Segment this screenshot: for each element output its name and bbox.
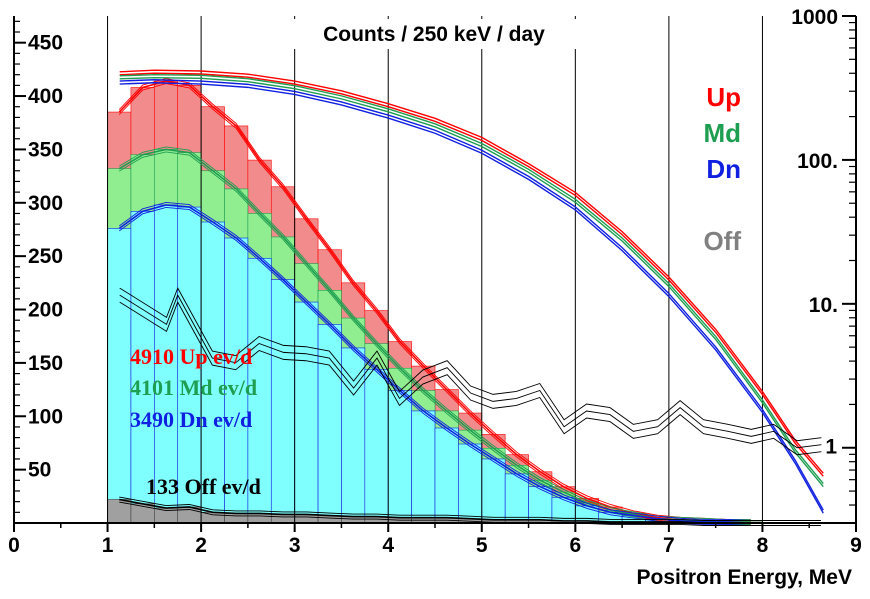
x-tick-label-4: 4	[382, 534, 394, 557]
legend-up: Up	[706, 82, 741, 112]
y2-tick-label-100: 100.	[797, 150, 838, 173]
bar-dn-11	[364, 368, 389, 524]
ratio-dn-line-1	[119, 82, 824, 514]
chart-text: 0 1 2 3 4 5 6 7 8 9 50 100 150 200 250 300 350 400 450 1 10.…	[8, 6, 862, 589]
legend-dn: Dn	[706, 154, 741, 184]
y-tick-label-250: 250	[28, 245, 63, 268]
legend-md: Md	[703, 118, 741, 148]
series-off-line-band-2	[119, 501, 821, 526]
rate-annotation-1: 4101 Md ev/d	[130, 375, 257, 400]
bar-dn-10	[341, 347, 366, 524]
ratio-md-line-0	[119, 73, 824, 485]
bar-off-4	[200, 512, 225, 524]
y2-tick-label-10: 10.	[809, 294, 838, 317]
y-tick-label-50: 50	[28, 459, 51, 482]
y-tick-label-300: 300	[28, 192, 63, 215]
bar-dn-7	[270, 279, 295, 524]
y-tick-label-400: 400	[28, 85, 63, 108]
ratio-off-line-1	[119, 294, 822, 449]
series-dn-line-band-0	[118, 201, 751, 521]
x-tick-label-9: 9	[850, 534, 862, 557]
y-tick-label-350: 350	[28, 138, 63, 161]
x-tick-label-7: 7	[663, 534, 675, 557]
series-up-line-band-2	[118, 83, 751, 525]
bar-dn-19	[551, 497, 576, 524]
series-up-line-band-0	[118, 78, 751, 520]
bar-dn-0	[107, 228, 132, 524]
x-tick-label-1: 1	[102, 534, 114, 557]
ratio-up-line-1	[119, 72, 824, 477]
bar-dn-8	[294, 301, 319, 524]
y-tick-label-100: 100	[28, 405, 63, 428]
series-off-line-band-0	[119, 496, 821, 521]
bar-dn-16	[481, 458, 506, 524]
ratio-curves	[118, 69, 824, 526]
rate-annotation-2: 3490 Dn ev/d	[130, 407, 252, 432]
bar-off-8	[294, 514, 319, 524]
chart-title: Counts / 250 keV / day	[323, 23, 545, 46]
bar-off-0	[107, 499, 132, 524]
ratio-md-line-1	[119, 76, 824, 488]
y-tick-label-200: 200	[28, 299, 63, 322]
series-md-line-band-0	[119, 146, 751, 520]
ratio-off-line-2	[119, 301, 822, 456]
y2-tick-label-1000: 1000	[791, 6, 838, 29]
ratio-up-line-0	[119, 69, 824, 474]
bar-off-6	[247, 513, 272, 524]
bar-dn-9	[317, 324, 342, 524]
series-up-line-band-1	[118, 80, 751, 523]
series-dn-line-band-1	[118, 204, 751, 524]
x-tick-label-0: 0	[8, 534, 20, 557]
bar-dn-12	[387, 390, 412, 524]
x-axis-label: Positron Energy, MeV	[637, 566, 853, 589]
y-tick-label-150: 150	[28, 352, 63, 375]
legend-off: Off	[703, 226, 741, 256]
bar-off-5	[224, 513, 249, 524]
rate-annotation-3: 133 Off ev/d	[146, 474, 261, 499]
ratio-off-line-0	[119, 287, 822, 442]
x-tick-label-5: 5	[476, 534, 488, 557]
y-tick-label-450: 450	[28, 32, 63, 55]
rate-annotation-0: 4910 Up ev/d	[130, 344, 252, 369]
ratio-dn-line-0	[119, 79, 824, 511]
x-tick-label-2: 2	[195, 534, 207, 557]
spectrum-bars	[107, 80, 763, 524]
title-background	[290, 19, 580, 49]
bar-dn-13	[411, 410, 436, 524]
bar-dn-14	[434, 427, 459, 524]
y2-tick-label-1: 1	[825, 436, 837, 459]
bar-off-7	[270, 514, 295, 524]
bar-dn-15	[458, 443, 483, 524]
x-tick-label-3: 3	[289, 534, 301, 557]
x-tick-label-6: 6	[569, 534, 581, 557]
x-tick-label-8: 8	[757, 534, 769, 557]
axes	[13, 15, 857, 532]
